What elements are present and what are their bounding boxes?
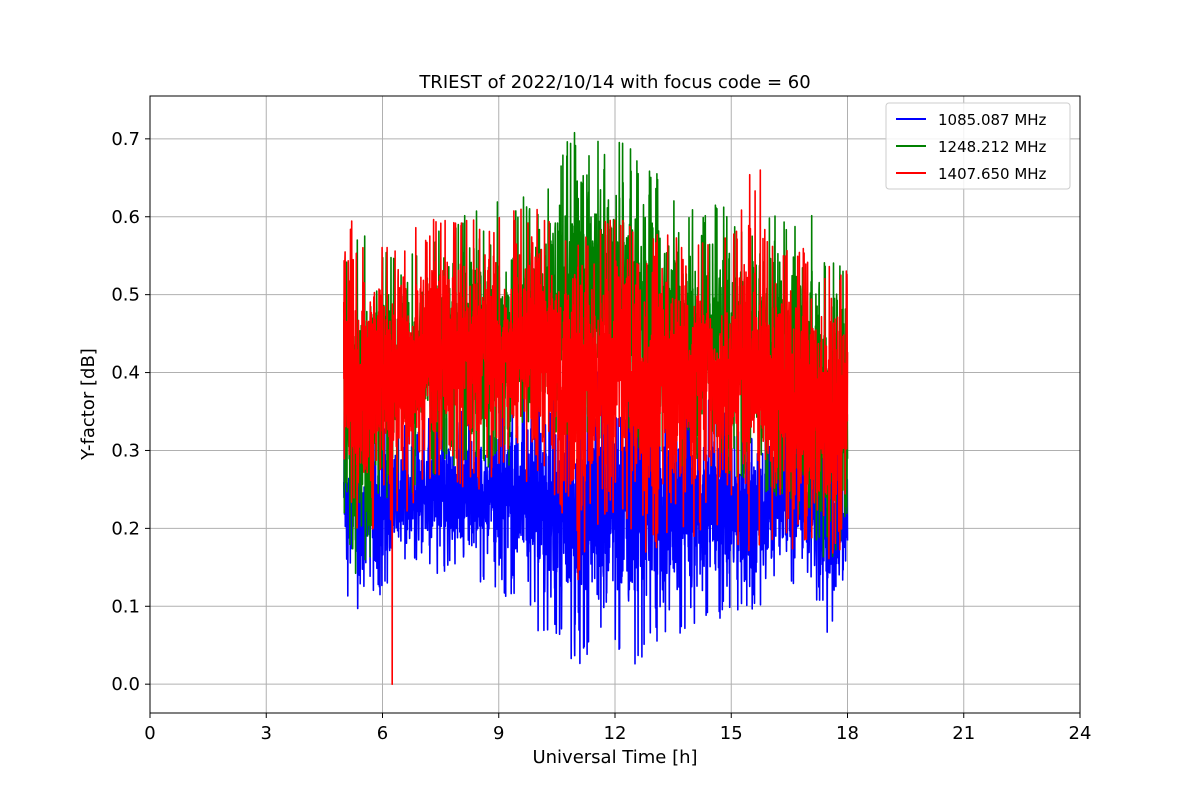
legend: 1085.087 MHz 1248.212 MHz 1407.650 MHz [885, 102, 1071, 190]
x-tick-label: 15 [720, 723, 743, 744]
y-tick-label: 0.4 [111, 363, 140, 384]
series-line-3 [343, 169, 849, 685]
y-axis-label: Y-factor [dB] [78, 348, 99, 461]
legend-label: 1407.650 MHz [938, 165, 1047, 183]
y-tick-label: 0.5 [111, 285, 140, 306]
legend-label: 1248.212 MHz [938, 138, 1047, 156]
x-tick-label: 18 [836, 723, 859, 744]
x-tick-label: 24 [1069, 723, 1092, 744]
y-tick-label: 0.6 [111, 207, 140, 228]
y-tick-label: 0.1 [111, 596, 140, 617]
x-tick-label: 9 [493, 723, 504, 744]
x-tick-label: 3 [261, 723, 272, 744]
chart-title: TRIEST of 2022/10/14 with focus code = 6… [418, 72, 810, 93]
x-tick-label: 0 [144, 723, 155, 744]
y-tick-label: 0.0 [111, 674, 140, 695]
ticks: 0 3 6 9 12 15 18 21 24 0.0 0.1 0.2 0.3 0.4 0.5 0.6 0.7 [111, 129, 1091, 744]
legend-box [885, 102, 1071, 190]
x-tick-label: 21 [952, 723, 975, 744]
series-layer [343, 131, 849, 685]
y-tick-label: 0.3 [111, 440, 140, 461]
y-tick-label: 0.7 [111, 129, 140, 150]
legend-label: 1085.087 MHz [938, 111, 1047, 129]
x-tick-label: 12 [604, 723, 627, 744]
y-tick-label: 0.2 [111, 518, 140, 539]
series-line-1 [343, 366, 849, 665]
x-axis-label: Universal Time [h] [532, 747, 697, 768]
x-tick-label: 6 [377, 723, 388, 744]
